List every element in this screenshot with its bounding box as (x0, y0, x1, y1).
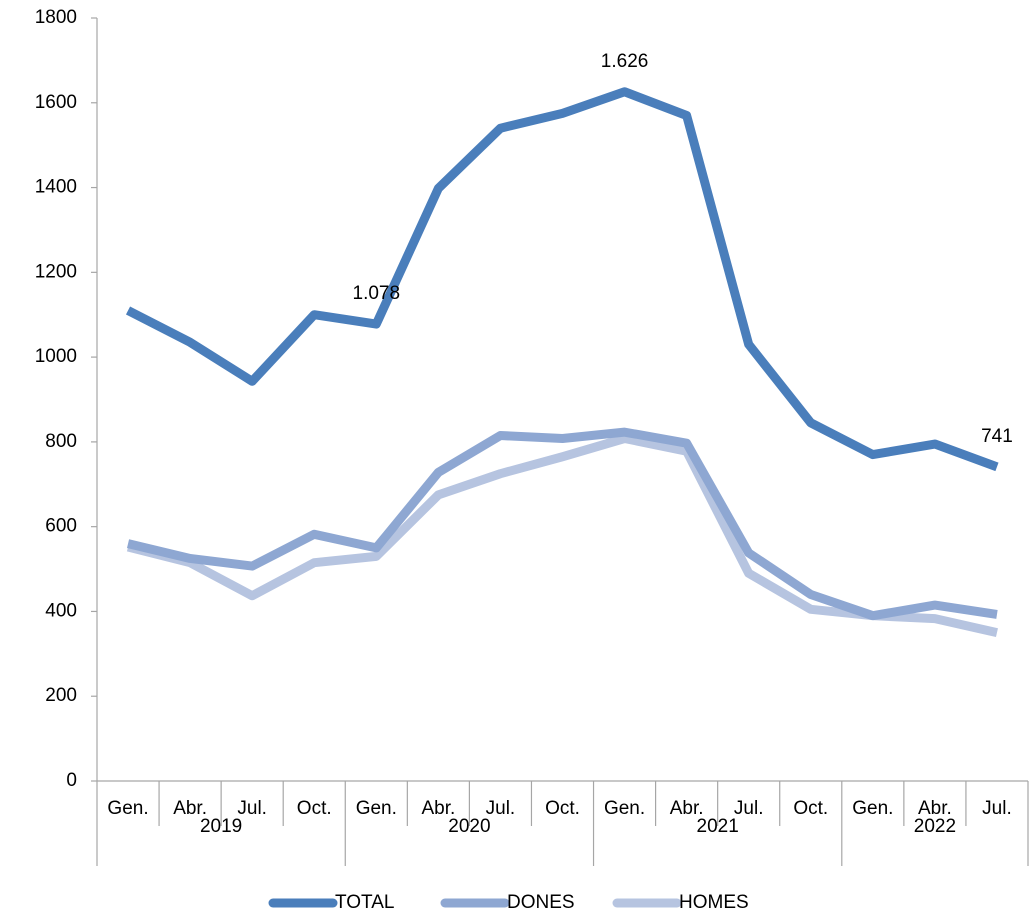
x-tick-label: Oct. (793, 798, 828, 819)
y-tick-label: 800 (45, 431, 77, 452)
x-tick-label: Oct. (297, 798, 332, 819)
x-tick-label: Gen. (107, 798, 148, 819)
x-tick-label: Gen. (356, 798, 397, 819)
year-label: 2019 (200, 816, 242, 837)
y-tick-label: 600 (45, 516, 77, 537)
y-tick-label: 400 (45, 600, 77, 621)
year-label: 2022 (914, 816, 956, 837)
x-tick-label: Gen. (852, 798, 893, 819)
legend-label: TOTAL (335, 892, 394, 913)
data-label: 1.078 (353, 283, 401, 304)
y-tick-label: 1400 (35, 177, 77, 198)
x-tick-label: Abr. (421, 798, 455, 819)
x-tick-label: Abr. (918, 798, 952, 819)
y-tick-label: 200 (45, 685, 77, 706)
line (126, 433, 998, 638)
x-tick-label: Jul. (237, 798, 267, 819)
y-tick-label: 1200 (35, 261, 77, 282)
x-tick-label: Jul. (486, 798, 516, 819)
data-label: 741 (981, 426, 1013, 447)
y-tick-label: 1800 (35, 7, 77, 28)
x-tick-label: Abr. (670, 798, 704, 819)
x-tick-label: Oct. (545, 798, 580, 819)
year-label: 2021 (697, 816, 739, 837)
line (125, 87, 999, 472)
legend-label: DONES (507, 892, 575, 913)
y-tick-label: 0 (66, 770, 77, 791)
x-tick-label: Abr. (173, 798, 207, 819)
year-label: 2020 (448, 816, 490, 837)
y-tick-label: 1600 (35, 92, 77, 113)
x-tick-label: Jul. (982, 798, 1012, 819)
line (126, 427, 998, 621)
y-tick-label: 1000 (35, 346, 77, 367)
x-tick-label: Gen. (604, 798, 645, 819)
x-tick-label: Jul. (734, 798, 764, 819)
legend-label: HOMES (679, 892, 749, 913)
data-label: 1.626 (601, 51, 649, 72)
